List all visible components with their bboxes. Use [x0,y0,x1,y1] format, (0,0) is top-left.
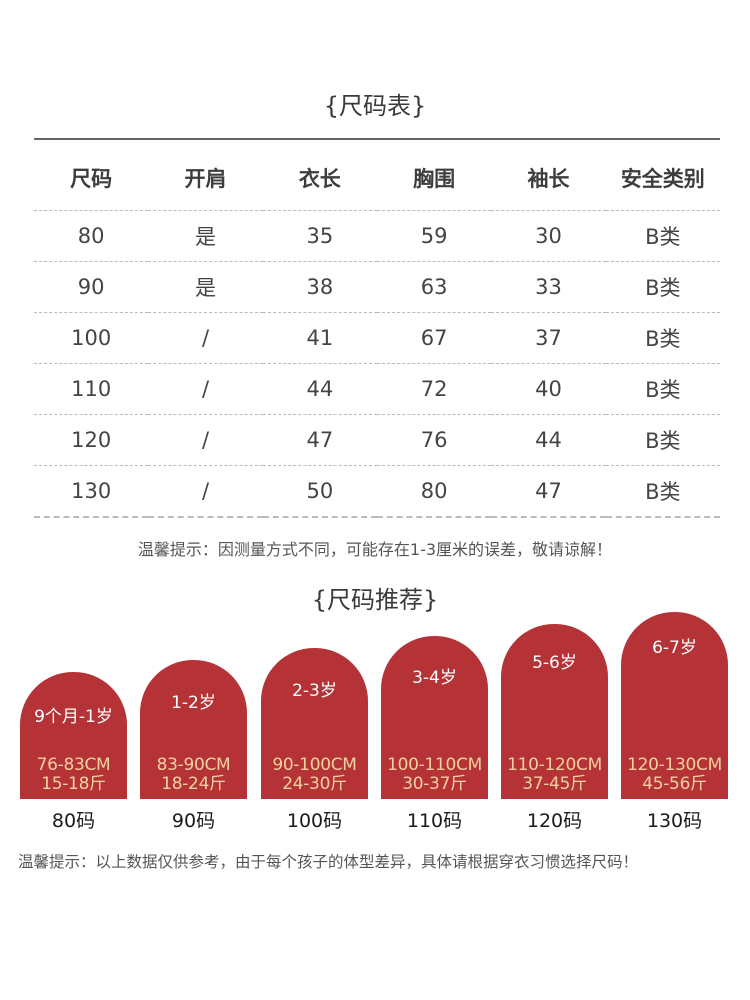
table-row: 80 是 35 59 30 B类 [34,210,720,262]
weight-range: 30-37斤 [402,774,467,794]
header-chest: 胸围 [376,146,492,211]
height-weight: 100-110CM 30-37斤 [377,756,492,794]
cell: B类 [605,414,720,466]
cell: 35 [262,210,377,262]
cell: 50 [262,465,377,518]
table-row: 130 / 50 80 47 B类 [34,465,720,518]
cell: 90 [34,261,149,313]
cell: 100 [34,312,149,364]
cell: 59 [376,210,492,262]
size-label: 90码 [171,810,216,832]
cell: 47 [262,414,377,466]
cell: B类 [605,261,720,313]
height-weight: 110-120CM 37-45斤 [497,756,612,794]
size-card-80: 9个月-1岁 76-83CM 15-18斤 [20,672,127,799]
size-label: 110码 [406,810,463,832]
cell: 47 [491,465,606,518]
table-row: 110 / 44 72 40 B类 [34,363,720,415]
table-row: 90 是 38 63 33 B类 [34,261,720,313]
table-row: 100 / 41 67 37 B类 [34,312,720,364]
cell: 33 [491,261,606,313]
size-card-130: 6-7岁 120-130CM 45-56斤 [621,612,728,799]
cell: 是 [148,261,263,313]
size-table: 尺码 开肩 衣长 胸围 袖长 安全类别 80 是 35 59 30 B类 90 … [34,146,720,518]
cell: / [148,363,263,415]
cell: 80 [376,465,492,518]
cell: 110 [34,363,149,415]
cell: 是 [148,210,263,262]
size-label: 130码 [646,810,703,832]
table-header-row: 尺码 开肩 衣长 胸围 袖长 安全类别 [34,146,720,211]
height-range: 76-83CM [36,755,111,775]
cell: B类 [605,312,720,364]
height-weight: 83-90CM 18-24斤 [136,756,251,794]
cell: B类 [605,363,720,415]
cell: / [148,465,263,518]
cell: 80 [34,210,149,262]
height-weight: 90-100CM 24-30斤 [257,756,372,794]
age-range: 9个月-1岁 [34,707,113,727]
height-weight: 120-130CM 45-56斤 [617,756,732,794]
age-range: 5-6岁 [532,653,577,673]
cell: B类 [605,465,720,518]
height-range: 83-90CM [156,755,231,775]
age-range: 3-4岁 [412,668,457,688]
title-divider [34,138,720,140]
recommend-title: {尺码推荐} [311,586,439,614]
weight-range: 15-18斤 [41,774,106,794]
size-card-100: 2-3岁 90-100CM 24-30斤 [261,648,368,799]
weight-range: 18-24斤 [161,774,226,794]
height-range: 100-110CM [387,755,482,775]
size-table-title: {尺码表} [323,92,427,120]
measurement-note: 温馨提示：因测量方式不同，可能存在1-3厘米的误差，敬请谅解！ [137,540,613,559]
size-card-110: 3-4岁 100-110CM 30-37斤 [381,636,488,799]
age-range: 1-2岁 [171,693,216,713]
cell: / [148,414,263,466]
cell: 72 [376,363,492,415]
cell: 44 [262,363,377,415]
cell: 67 [376,312,492,364]
weight-range: 37-45斤 [522,774,587,794]
cell: 63 [376,261,492,313]
size-card-90: 1-2岁 83-90CM 18-24斤 [140,660,247,799]
cell: 38 [262,261,377,313]
cell: 37 [491,312,606,364]
cell: 130 [34,465,149,518]
header-size: 尺码 [34,146,149,211]
cell: 44 [491,414,606,466]
height-range: 120-130CM [627,755,722,775]
table-row: 120 / 47 76 44 B类 [34,414,720,466]
age-range: 2-3岁 [292,681,337,701]
cell: 40 [491,363,606,415]
header-length: 衣长 [262,146,377,211]
weight-range: 45-56斤 [642,774,707,794]
height-range: 110-120CM [507,755,602,775]
cell: 30 [491,210,606,262]
cell: 76 [376,414,492,466]
size-label: 80码 [51,810,96,832]
size-card-120: 5-6岁 110-120CM 37-45斤 [501,624,608,799]
cell: B类 [605,210,720,262]
recommend-note: 温馨提示：以上数据仅供参考，由于每个孩子的体型差异，具体请根据穿衣习惯选择尺码！ [18,853,639,871]
height-weight: 76-83CM 15-18斤 [16,756,131,794]
header-sleeve: 袖长 [491,146,606,211]
weight-range: 24-30斤 [282,774,347,794]
height-range: 90-100CM [272,755,357,775]
header-safety-class: 安全类别 [605,146,720,211]
cell: 41 [262,312,377,364]
header-shoulder-opening: 开肩 [148,146,263,211]
size-label: 120码 [526,810,583,832]
age-range: 6-7岁 [652,638,697,658]
cell: 120 [34,414,149,466]
size-label: 100码 [286,810,343,832]
cell: / [148,312,263,364]
